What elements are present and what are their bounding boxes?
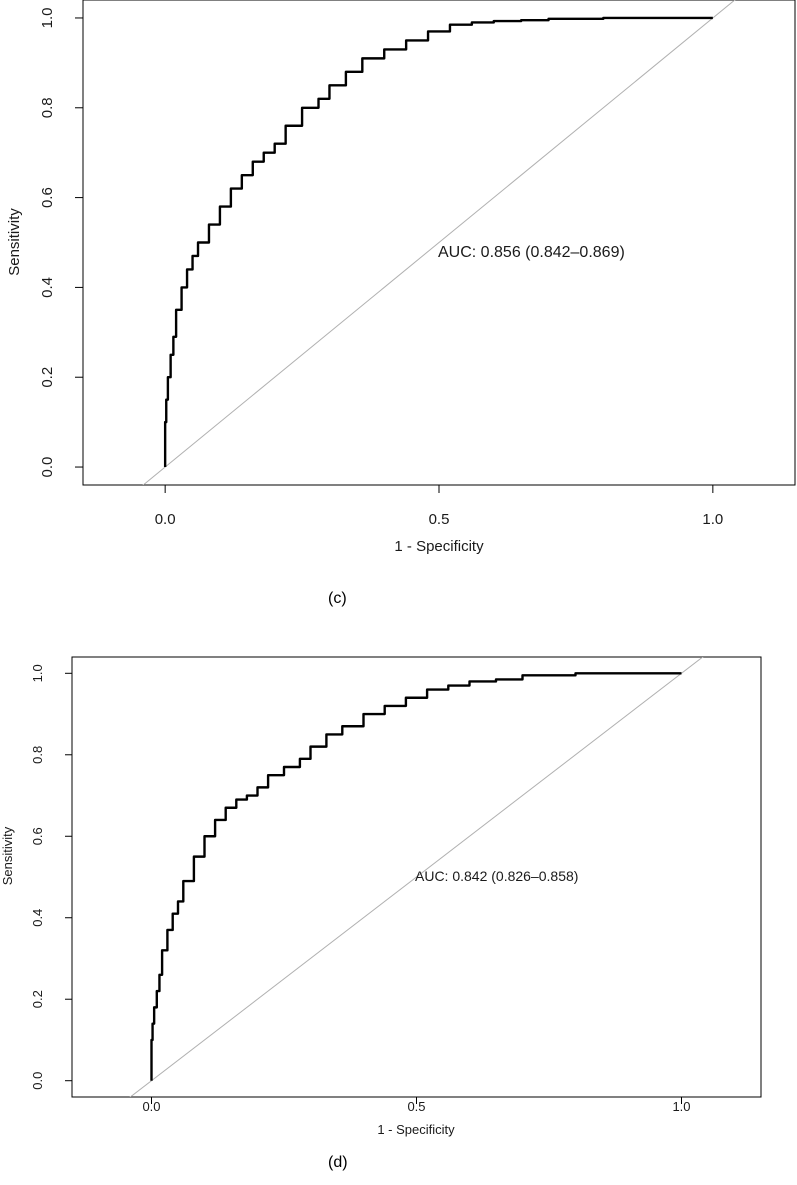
roc-curve-line-d bbox=[150, 672, 682, 1081]
x-axis-d: 0.0 0.5 1.0 bbox=[142, 1097, 691, 1114]
y-tick-label-d-0: 0.0 bbox=[30, 1072, 45, 1090]
y-axis-c: 0.0 0.2 0.4 0.6 0.8 1.0 bbox=[39, 8, 83, 478]
y-tick-label-c-0: 0.0 bbox=[39, 457, 56, 478]
panel-label-c: (c) bbox=[328, 590, 347, 607]
x-tick-label-d-2: 1.0 bbox=[672, 1099, 690, 1114]
reference-line-d bbox=[129, 657, 704, 1097]
auc-annotation-d: AUC: 0.842 (0.826–0.858) bbox=[415, 868, 578, 884]
x-tick-label-d-1: 0.5 bbox=[407, 1099, 425, 1114]
roc-curve-d bbox=[150, 672, 682, 1081]
y-axis-d: 0.0 0.2 0.4 0.6 0.8 1.0 bbox=[30, 664, 72, 1090]
roc-curve-line-c bbox=[163, 16, 713, 468]
y-tick-label-c-3: 0.6 bbox=[39, 187, 56, 208]
x-axis-label-c: 1 - Specificity bbox=[394, 538, 484, 555]
y-tick-label-d-5: 1.0 bbox=[30, 664, 45, 682]
reference-line-c bbox=[142, 0, 736, 485]
y-tick-label-d-2: 0.4 bbox=[30, 909, 45, 927]
reference-diagonal-c bbox=[142, 0, 736, 485]
y-tick-label-d-4: 0.8 bbox=[30, 746, 45, 764]
roc-curve-c bbox=[163, 16, 713, 468]
chart-d: 0.0 0.5 1.0 0.0 0.2 0.4 0.6 0.8 1.0 AUC: 0.842 … bbox=[0, 656, 762, 1137]
chart-c: 0.0 0.5 1.0 0.0 0.2 0.4 0.6 0.8 1.0 AUC: 0.856 … bbox=[6, 0, 796, 555]
x-tick-label-c-0: 0.0 bbox=[155, 511, 176, 528]
x-tick-label-c-2: 1.0 bbox=[702, 511, 723, 528]
y-tick-label-c-2: 0.4 bbox=[39, 277, 56, 298]
y-axis-label-d: Sensitivity bbox=[0, 826, 15, 885]
auc-annotation-c: AUC: 0.856 (0.842–0.869) bbox=[438, 244, 625, 261]
x-tick-label-c-1: 0.5 bbox=[429, 511, 450, 528]
y-tick-label-d-1: 0.2 bbox=[30, 990, 45, 1008]
y-tick-label-d-3: 0.6 bbox=[30, 827, 45, 845]
panel-label-d: (d) bbox=[328, 1154, 348, 1171]
y-tick-label-c-5: 1.0 bbox=[39, 8, 56, 29]
x-axis-label-d: 1 - Specificity bbox=[377, 1122, 455, 1137]
reference-diagonal-d bbox=[129, 657, 704, 1097]
y-tick-label-c-4: 0.8 bbox=[39, 97, 56, 118]
y-axis-label-c: Sensitivity bbox=[6, 208, 23, 276]
y-tick-label-c-1: 0.2 bbox=[39, 367, 56, 388]
x-axis-c: 0.0 0.5 1.0 bbox=[155, 485, 723, 528]
x-tick-label-d-0: 0.0 bbox=[142, 1099, 160, 1114]
